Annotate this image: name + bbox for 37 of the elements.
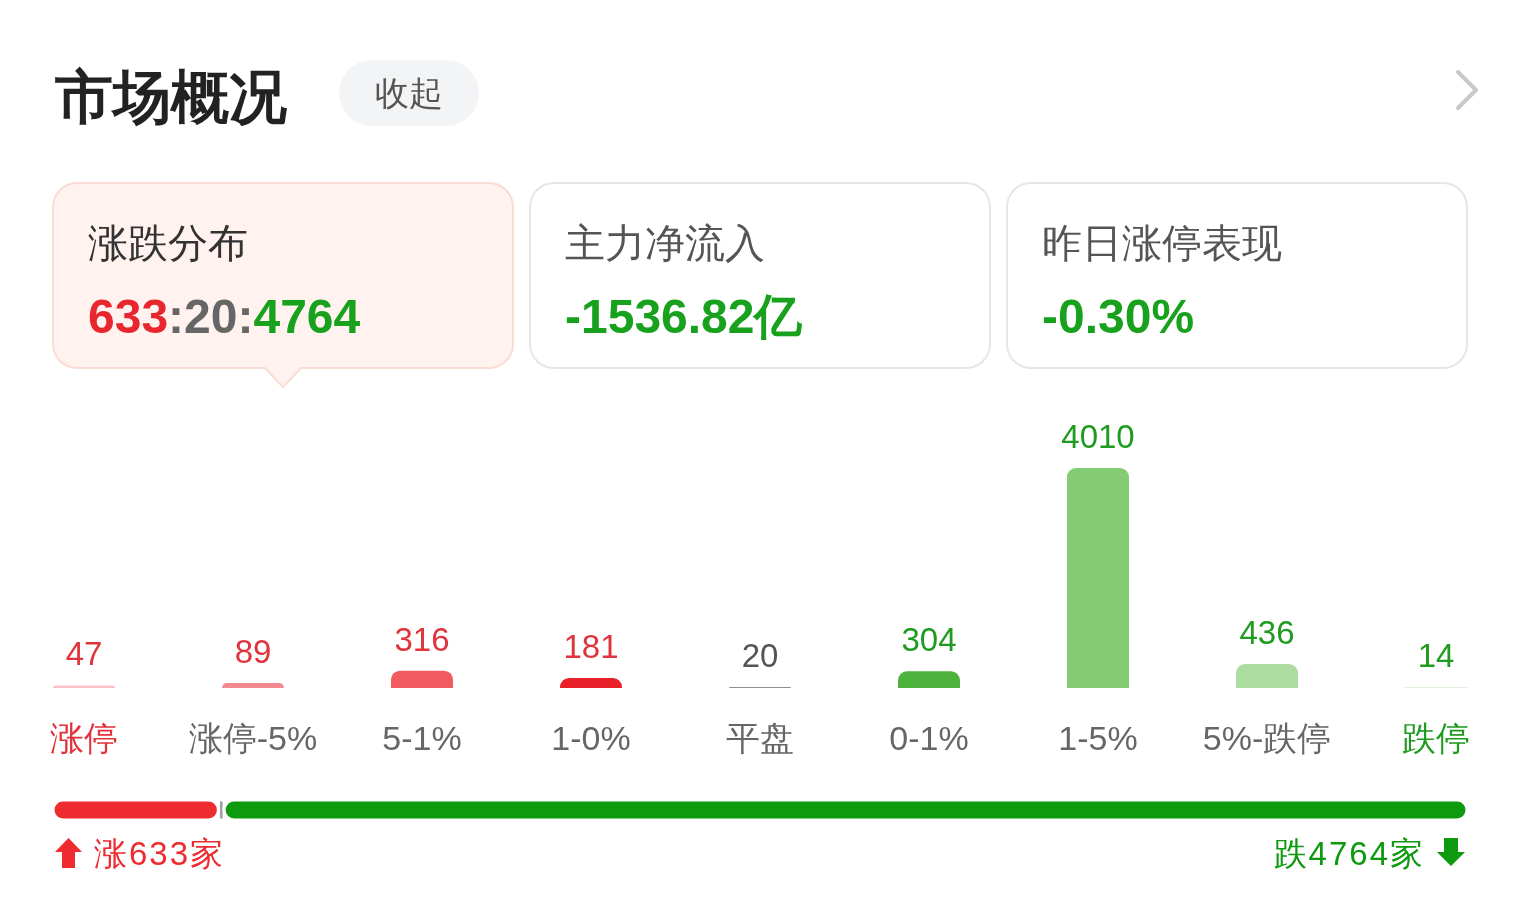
x-tick-label: 涨停-5% [188, 719, 318, 757]
x-tick-label: 平盘 [726, 719, 794, 757]
text: 主力净流入 [565, 221, 765, 265]
text: -1536.82亿 [565, 290, 804, 343]
text: 昨日涨停表现 [1042, 221, 1282, 265]
data-label: 181 [563, 628, 619, 666]
x-tick-label: 1-5% [1058, 719, 1138, 757]
data-label: 47 [65, 635, 103, 673]
text: 跌4764家 [1273, 835, 1425, 872]
data-label: 14 [1417, 637, 1455, 675]
data-label: 20 [741, 636, 779, 674]
data-label: 436 [1239, 614, 1295, 652]
text: 市场概况 [54, 64, 287, 129]
text: 涨跌分布 [88, 221, 248, 265]
x-tick-label: 1-0% [551, 719, 631, 757]
text: 收起 [375, 74, 443, 112]
bar [560, 678, 622, 688]
data-label: 89 [234, 633, 272, 671]
bar [898, 671, 960, 688]
x-tick-label: 0-1% [889, 719, 969, 757]
x-tick-label: 跌停 [1402, 719, 1470, 757]
bar [1236, 664, 1298, 688]
bar [53, 685, 115, 688]
bar [1067, 468, 1129, 688]
text: 涨633家 [94, 835, 226, 872]
data-label: 4010 [1061, 418, 1135, 455]
x-tick-label: 5%-跌停 [1202, 719, 1332, 757]
x-tick-label: 涨停 [50, 719, 118, 757]
bar [222, 683, 284, 688]
text: :20: [168, 290, 254, 343]
text: 4764 [253, 290, 361, 343]
text: 633 [88, 290, 169, 343]
x-tick-label: 5-1% [382, 719, 462, 757]
text: -0.30% [1042, 290, 1195, 343]
data-label: 316 [394, 620, 450, 658]
bar [391, 670, 453, 688]
data-label: 304 [901, 621, 957, 659]
